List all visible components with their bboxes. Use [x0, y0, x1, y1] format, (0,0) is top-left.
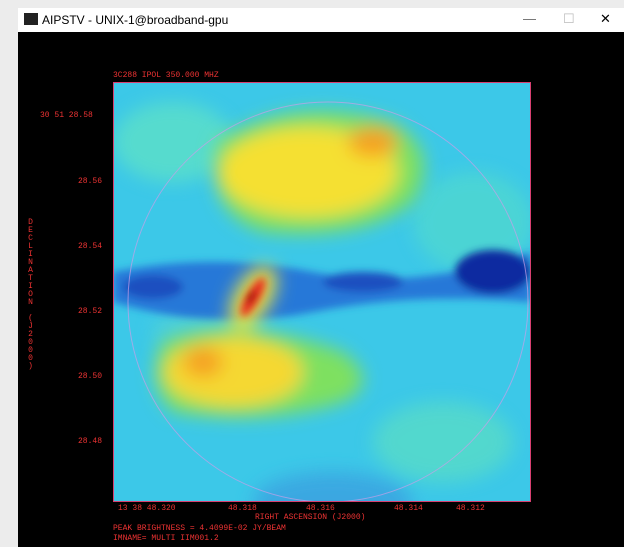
- y-tick-label: 28.52: [78, 307, 102, 316]
- x-tick-label: 48.312: [456, 504, 485, 513]
- x-tick-label: 48.314: [394, 504, 423, 513]
- x-tick-label: 48.316: [306, 504, 335, 513]
- y-tick-label: 28.50: [78, 372, 102, 381]
- radio-image: [113, 82, 531, 502]
- x-tick-label: 13 38 48.320: [118, 504, 176, 513]
- footer-line: IMNAME= MULTI IIM001.2: [113, 534, 219, 543]
- screen: AIPSTV - UNIX-1@broadband-gpu — ☐ ✕ 3C28…: [0, 0, 624, 547]
- y-tick-label: 28.54: [78, 242, 102, 251]
- x-axis-label: RIGHT ASCENSION (J2000): [255, 513, 365, 522]
- footer-line: PEAK BRIGHTNESS = 4.4099E-02 JY/BEAM: [113, 524, 286, 533]
- maximize-button[interactable]: ☐: [563, 11, 575, 27]
- y-axis-label: DECLINATION (J2000): [26, 218, 35, 370]
- window-title: AIPSTV - UNIX-1@broadband-gpu: [42, 13, 228, 27]
- minimize-button[interactable]: —: [523, 11, 536, 26]
- plot-header: 3C288 IPOL 350.000 MHZ: [113, 71, 219, 80]
- y-tick-label: 28.48: [78, 437, 102, 446]
- close-button[interactable]: ✕: [600, 11, 611, 27]
- y-tick-label: 28.56: [78, 177, 102, 186]
- window: AIPSTV - UNIX-1@broadband-gpu — ☐ ✕ 3C28…: [18, 8, 624, 547]
- app-icon: [24, 13, 38, 25]
- y-tick-label: 30 51 28.58: [40, 111, 93, 120]
- x-tick-label: 48.318: [228, 504, 257, 513]
- title-bar: AIPSTV - UNIX-1@broadband-gpu — ☐ ✕: [18, 8, 624, 32]
